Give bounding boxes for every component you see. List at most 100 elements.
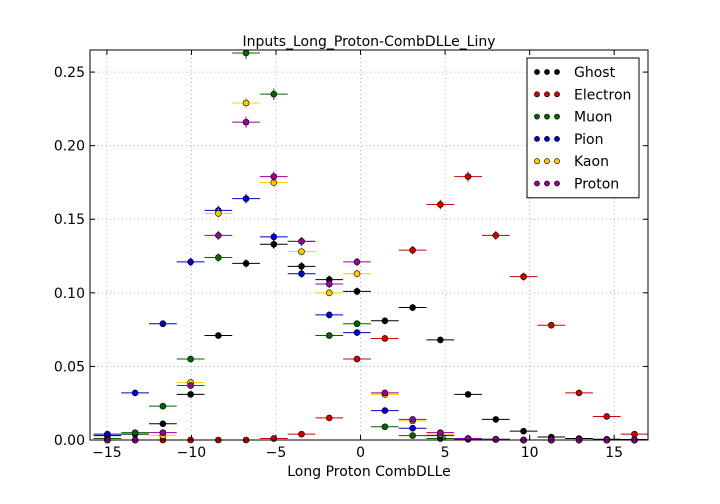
legend-label: Pion xyxy=(574,132,603,148)
data-point xyxy=(509,427,538,435)
data-point xyxy=(315,289,344,297)
data-point xyxy=(454,435,482,442)
data-point xyxy=(149,402,177,410)
data-point xyxy=(232,116,260,128)
data-point xyxy=(426,199,455,210)
data-point xyxy=(204,208,233,219)
data-point xyxy=(481,416,510,423)
data-point xyxy=(287,269,316,278)
data-point xyxy=(176,391,205,398)
data-point xyxy=(232,97,260,109)
data-point xyxy=(343,320,371,328)
data-point xyxy=(343,287,371,296)
data-point xyxy=(343,269,371,278)
legend-label: Kaon xyxy=(574,154,609,170)
data-point xyxy=(232,259,260,268)
data-point xyxy=(287,236,316,246)
data-point xyxy=(259,88,288,100)
legend-label: Muon xyxy=(574,110,612,126)
data-point xyxy=(343,257,371,267)
data-point xyxy=(315,332,344,339)
data-point xyxy=(398,303,427,312)
y-tick-label: 0.00 xyxy=(54,433,85,449)
data-point xyxy=(259,177,288,188)
data-point xyxy=(149,429,177,436)
data-point xyxy=(93,430,122,438)
series-electron xyxy=(93,171,648,444)
series-ghost xyxy=(93,239,648,443)
x-tick-label: 0 xyxy=(356,445,365,461)
data-point xyxy=(398,432,427,439)
data-point xyxy=(620,430,648,438)
x-tick-label: 15 xyxy=(605,445,623,461)
data-point xyxy=(537,321,566,329)
data-point xyxy=(121,429,150,436)
data-point xyxy=(259,171,288,182)
data-point xyxy=(426,336,455,344)
data-point xyxy=(149,320,177,328)
data-point xyxy=(481,435,510,443)
x-tick-label: 10 xyxy=(521,445,539,461)
data-point xyxy=(398,245,427,255)
legend: Ghost Electron Muon Pion Kaon Proton xyxy=(526,57,640,199)
data-point xyxy=(454,391,482,398)
series-pion xyxy=(93,193,648,444)
data-point xyxy=(398,424,427,432)
legend-item-pion: Pion xyxy=(534,132,603,148)
legend-box xyxy=(526,57,640,199)
data-point xyxy=(371,407,399,414)
x-tick-label: −10 xyxy=(177,445,207,461)
legend-item-ghost: Ghost xyxy=(534,65,616,81)
y-tick-label: 0.25 xyxy=(54,65,85,81)
data-point xyxy=(481,230,510,240)
y-tick-label: 0.10 xyxy=(54,286,85,302)
data-point xyxy=(565,389,593,397)
data-point xyxy=(343,329,371,336)
data-point xyxy=(426,429,455,436)
data-point xyxy=(287,430,316,438)
data-point xyxy=(315,280,344,288)
data-point xyxy=(371,335,399,342)
legend-item-proton: Proton xyxy=(534,177,619,193)
y-tick-label: 0.15 xyxy=(54,212,85,228)
data-point xyxy=(121,389,150,397)
x-tick-label: −5 xyxy=(266,445,287,461)
data-point xyxy=(371,317,399,325)
data-point xyxy=(259,232,288,242)
data-point xyxy=(509,272,538,281)
data-point xyxy=(371,389,399,397)
data-point xyxy=(149,420,177,428)
data-point xyxy=(343,355,371,363)
legend-item-electron: Electron xyxy=(534,87,631,103)
y-tick-label: 0.20 xyxy=(54,139,85,155)
data-point xyxy=(232,49,260,60)
x-tick-label: −15 xyxy=(92,445,122,461)
legend-label: Ghost xyxy=(574,65,616,81)
y-tick-label: 0.05 xyxy=(54,359,85,375)
data-point xyxy=(204,253,233,262)
data-point xyxy=(371,423,399,431)
data-point xyxy=(204,230,233,240)
data-point xyxy=(176,355,205,363)
legend-label: Electron xyxy=(574,87,631,103)
data-point xyxy=(204,332,233,339)
data-point xyxy=(315,414,344,422)
data-point xyxy=(287,247,316,256)
data-point xyxy=(592,413,621,420)
plot-frame xyxy=(89,49,649,441)
data-point xyxy=(287,262,316,271)
data-point xyxy=(454,171,482,182)
data-point xyxy=(398,416,427,423)
axis-ticks: −15 −10 −5 0 5 10 15 0.00 0.05 0.10 0.15 0.20 0.25 xyxy=(54,50,648,461)
x-tick-label: 5 xyxy=(441,445,450,461)
legend-item-kaon: Kaon xyxy=(534,154,609,170)
x-axis-label: Long Proton CombDLLe xyxy=(287,464,451,480)
legend-label: Proton xyxy=(574,177,619,193)
data-point xyxy=(232,193,260,204)
data-point xyxy=(176,382,205,389)
data-point xyxy=(176,257,205,267)
data-point xyxy=(315,311,344,319)
chart-title: Inputs_Long_Proton-CombDLLe_Liny xyxy=(242,34,495,50)
legend-item-muon: Muon xyxy=(534,110,612,126)
